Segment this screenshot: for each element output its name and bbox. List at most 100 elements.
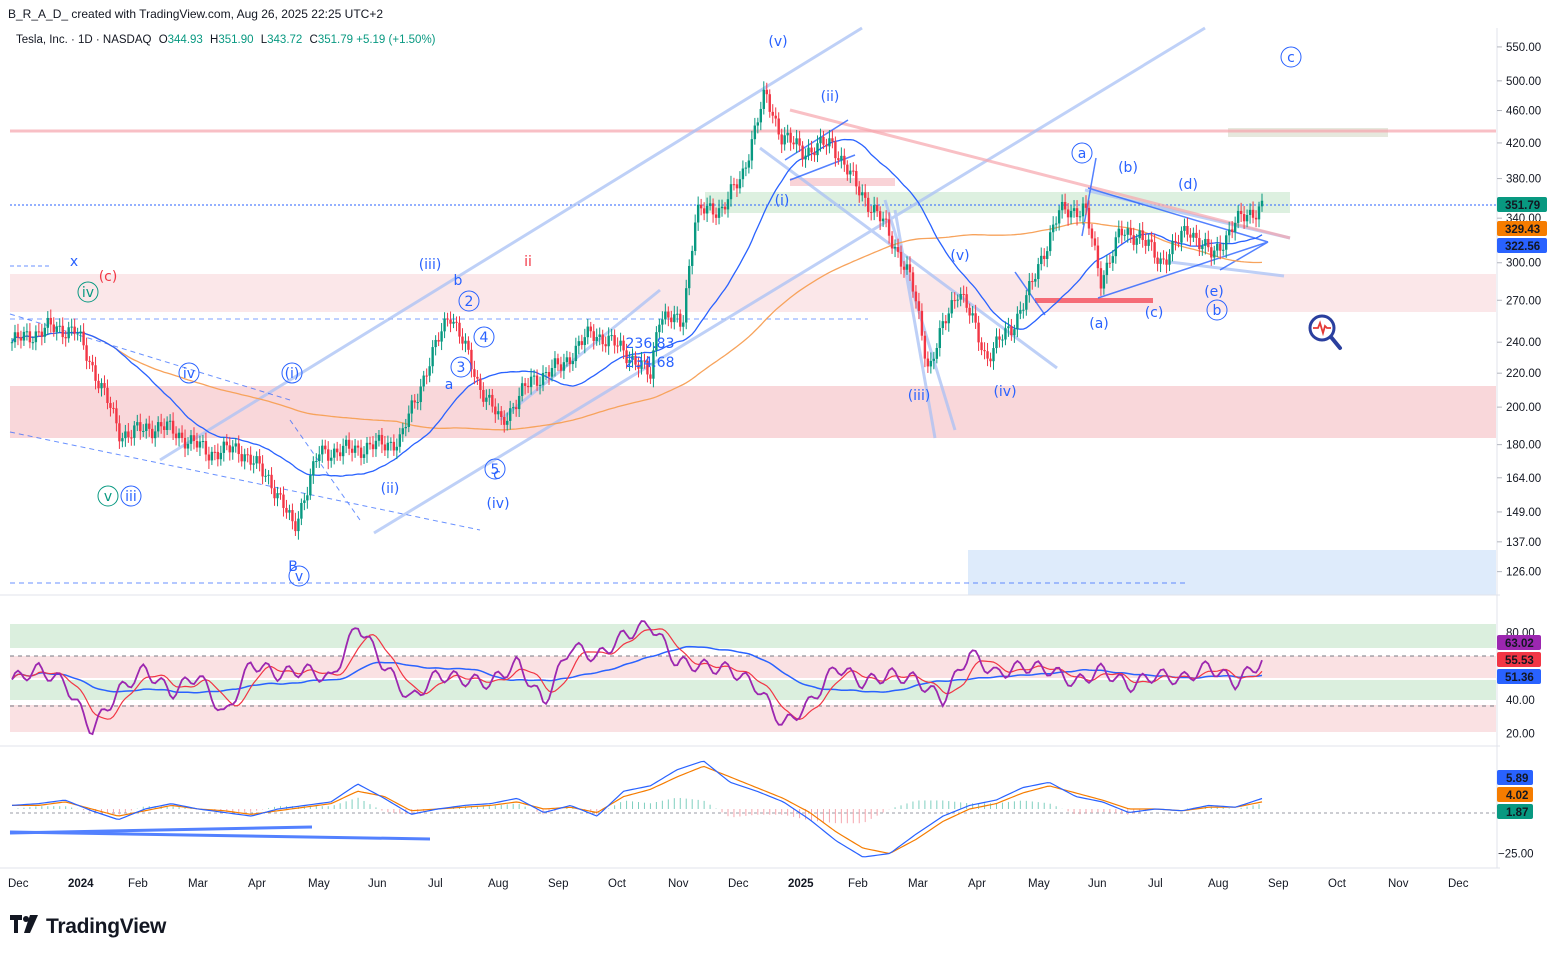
candle-body (911, 272, 915, 292)
candle-body (1257, 206, 1261, 220)
wave-label-circle (288, 565, 310, 587)
price-badge (1497, 197, 1547, 212)
candle-body (646, 361, 649, 375)
wave-label: 234.68 (626, 355, 675, 371)
candle-body (762, 89, 765, 109)
candle-body (559, 364, 563, 371)
y-tick-label: 180.00 (1506, 440, 1541, 452)
candle-body (1081, 203, 1085, 217)
rsi-line (11, 620, 1263, 736)
candle-body (362, 454, 366, 458)
candle-body (198, 441, 202, 448)
wave-label: c (1287, 50, 1295, 66)
wave-label: ii (524, 254, 532, 270)
candle-body (109, 403, 112, 408)
candle-body (413, 400, 416, 403)
close-value: 351.79 (317, 34, 354, 46)
candle-body (616, 345, 619, 347)
x-tick-label: Aug (488, 878, 508, 890)
x-tick-label: Dec (728, 878, 749, 890)
candle-body (1099, 268, 1103, 289)
y-tick-label: 500.00 (1506, 76, 1541, 88)
x-tick-label: Feb (128, 878, 148, 890)
candle-body (309, 475, 312, 496)
wave-label-circle (97, 485, 119, 507)
candle-body (983, 350, 986, 352)
candle-body (1153, 242, 1156, 258)
candle-body (1078, 216, 1082, 218)
magnifier-pulse-icon[interactable] (1306, 313, 1346, 358)
candle-body (186, 443, 190, 449)
candle-body (404, 427, 407, 429)
candle-body (350, 448, 354, 453)
candle-body (189, 435, 193, 444)
candle-body (192, 435, 196, 442)
brand-footer[interactable]: TradingView (10, 915, 166, 939)
candle-body (219, 452, 223, 460)
candle-body (714, 214, 718, 218)
macd-badge (1497, 770, 1533, 785)
symbol-name: Tesla, Inc. · 1D · NASDAQ (16, 34, 152, 46)
candle-body (506, 420, 509, 425)
candle-body (541, 372, 545, 385)
candle-body (828, 138, 831, 147)
candle-body (1198, 237, 1201, 250)
y-tick-label: 220.00 (1506, 368, 1541, 380)
low-label: L (260, 34, 268, 46)
candle-body (398, 434, 402, 447)
candle-body (1177, 242, 1180, 244)
candle-body (774, 115, 777, 119)
candle-body (341, 445, 345, 457)
zones (10, 128, 1496, 595)
candle-body (1108, 262, 1112, 264)
candle-body (613, 335, 616, 346)
candle-body (494, 406, 497, 415)
candle-body (893, 247, 897, 249)
candle-body (1075, 208, 1079, 218)
candle-body (667, 311, 670, 318)
symbol-legend: Tesla, Inc. · 1D · NASDAQ O344.93 H351.9… (16, 34, 436, 46)
candle-body (1096, 245, 1100, 269)
candle-body (1141, 230, 1144, 241)
candle-body (318, 454, 321, 461)
candle-body (780, 134, 783, 145)
candle-body (858, 186, 861, 196)
candle-body (867, 197, 870, 212)
candle-body (750, 139, 754, 161)
candle-body (443, 318, 446, 332)
candle-body (315, 460, 318, 462)
candle-body (124, 431, 127, 439)
candle-body (1168, 254, 1171, 265)
candle-body (884, 218, 888, 220)
candle-body (950, 300, 953, 314)
wave-label: v (104, 489, 112, 505)
candle-body (407, 413, 410, 428)
candle-body (864, 192, 867, 198)
candle-body (183, 437, 187, 449)
macd-line (11, 760, 1263, 858)
price-candles (10, 81, 1264, 540)
candle-body (306, 495, 309, 501)
candle-body (777, 118, 780, 135)
wave-label: (a) (1089, 316, 1109, 332)
candle-body (771, 111, 774, 116)
candle-body (610, 335, 613, 337)
candle-body (497, 411, 500, 415)
candle-body (31, 342, 35, 344)
x-tick-label: Sep (548, 878, 568, 890)
candle-body (1180, 230, 1183, 243)
candle-body (201, 441, 205, 443)
candle-body (664, 311, 667, 320)
candle-body (547, 372, 551, 377)
wave-label-circle (458, 290, 480, 312)
candle-body (1010, 326, 1013, 336)
candle-body (935, 348, 939, 359)
candle-body (625, 350, 628, 364)
candle-body (1230, 229, 1234, 232)
candle-body (869, 211, 873, 213)
candle-body (1054, 223, 1058, 225)
trendlines (159, 26, 1291, 535)
wave-label: (v) (950, 248, 969, 264)
candle-body (881, 218, 885, 222)
